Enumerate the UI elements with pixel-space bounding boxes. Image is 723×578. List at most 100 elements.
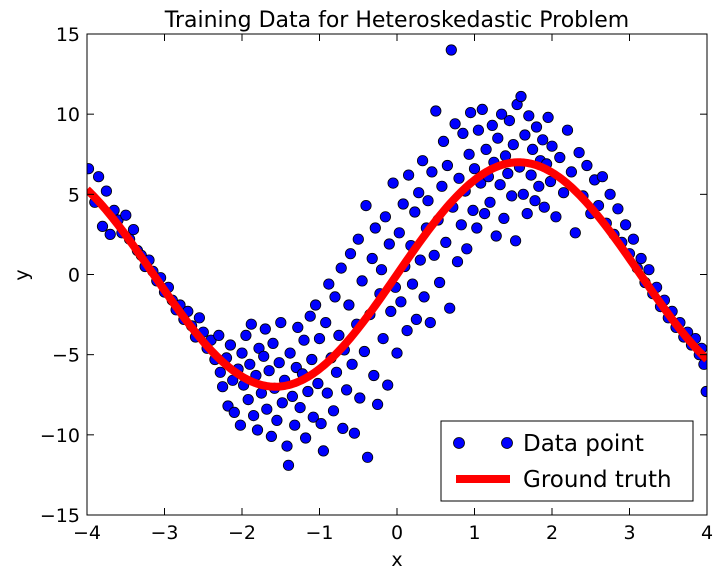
x-tick-label: −3	[150, 522, 178, 544]
data-point	[214, 366, 226, 378]
data-point	[383, 238, 395, 250]
data-point	[369, 222, 381, 234]
y-tick-label: −5	[52, 345, 80, 367]
data-point	[304, 310, 316, 322]
data-point	[93, 171, 105, 183]
data-point	[402, 169, 415, 181]
data-point	[224, 339, 236, 351]
data-point	[292, 321, 304, 333]
data-point	[612, 203, 624, 215]
data-point	[298, 334, 310, 346]
data-point	[492, 132, 504, 144]
x-tick-label: −1	[305, 522, 333, 544]
data-point	[273, 357, 285, 369]
data-point	[302, 385, 314, 398]
data-point	[428, 249, 440, 261]
data-point	[506, 190, 518, 202]
data-point	[320, 316, 332, 329]
data-point	[361, 451, 374, 463]
data-point	[245, 318, 257, 330]
data-point	[344, 248, 357, 260]
data-point	[526, 143, 539, 155]
data-point	[494, 179, 506, 191]
data-point	[467, 204, 479, 216]
data-point	[393, 227, 405, 239]
data-point	[96, 220, 109, 232]
data-point	[382, 379, 394, 391]
legend-marker-right	[501, 437, 513, 449]
data-point	[484, 196, 496, 208]
legend-marker-left	[453, 437, 465, 449]
data-point	[468, 163, 481, 175]
data-point	[409, 206, 421, 218]
data-point	[228, 406, 240, 418]
data-point	[565, 166, 578, 178]
legend-label-ground-truth: Ground truth	[523, 467, 672, 493]
data-point	[604, 188, 616, 200]
data-point	[445, 44, 457, 56]
data-point	[635, 252, 647, 265]
x-tick-label: 1	[468, 522, 480, 544]
data-point	[281, 440, 293, 452]
data-point	[517, 188, 529, 200]
data-point	[525, 169, 537, 181]
data-point	[248, 409, 260, 422]
x-axis-label: x	[391, 549, 402, 571]
data-point	[440, 236, 452, 248]
data-point	[395, 296, 407, 308]
data-point	[391, 347, 403, 359]
data-point	[377, 332, 389, 345]
data-point	[472, 124, 484, 136]
data-point	[307, 411, 319, 423]
data-point	[480, 143, 492, 155]
y-axis: −15 −10 −5 0 5 10 15	[40, 24, 707, 527]
y-tick-label: −10	[40, 425, 80, 447]
data-point	[486, 119, 498, 132]
data-point	[537, 134, 549, 146]
data-point	[276, 397, 288, 409]
data-point	[414, 254, 426, 266]
data-point	[557, 187, 570, 199]
data-point	[375, 264, 388, 276]
x-tick-label: 2	[546, 522, 558, 544]
data-point	[354, 392, 366, 404]
data-point	[461, 243, 473, 255]
data-point	[413, 187, 425, 199]
data-point	[330, 366, 343, 378]
data-point	[533, 180, 545, 192]
data-point	[418, 291, 430, 303]
data-point	[294, 401, 306, 414]
data-point	[495, 108, 508, 120]
data-point	[544, 175, 557, 188]
data-point	[323, 278, 335, 290]
data-point	[476, 103, 488, 116]
data-point	[453, 172, 465, 184]
data-point	[457, 127, 469, 139]
data-point	[312, 377, 324, 390]
data-point	[244, 358, 256, 370]
x-tick-label: 3	[623, 522, 635, 544]
data-point	[265, 430, 277, 442]
data-point	[387, 177, 399, 189]
data-point	[282, 459, 295, 471]
data-point	[455, 219, 467, 231]
data-point	[379, 211, 391, 223]
data-point	[289, 419, 301, 431]
data-point	[343, 299, 355, 311]
data-point	[463, 148, 475, 160]
data-point	[259, 323, 271, 335]
data-point	[416, 155, 429, 167]
data-point	[573, 147, 585, 159]
data-point	[521, 208, 533, 220]
data-point	[258, 350, 270, 362]
x-tick-label: 4	[701, 522, 713, 544]
data-point	[360, 200, 372, 212]
data-point	[507, 139, 519, 151]
data-point	[352, 233, 364, 245]
data-point	[217, 381, 229, 393]
data-point	[337, 422, 349, 434]
data-point	[503, 115, 515, 127]
data-point	[313, 332, 326, 345]
data-point	[368, 369, 380, 382]
legend: Data point Ground truth	[440, 420, 694, 502]
